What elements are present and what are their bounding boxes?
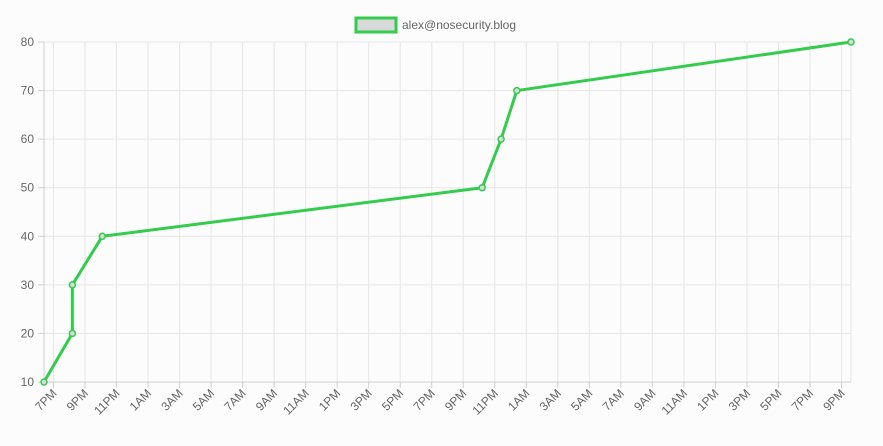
data-point[interactable] (847, 38, 855, 46)
y-tick-label: 70 (21, 84, 35, 98)
series-line (42, 40, 852, 383)
x-tick-label: 7AM (600, 386, 627, 413)
x-tick-label: 5PM (379, 386, 406, 413)
y-tick-label: 50 (21, 181, 35, 195)
x-tick-label: 11AM (280, 386, 311, 417)
x-tick-label: 5AM (190, 386, 217, 413)
data-point[interactable] (68, 329, 77, 338)
data-point[interactable] (40, 378, 48, 386)
y-tick-label: 80 (21, 35, 35, 49)
data-point[interactable] (513, 86, 521, 95)
chart-grid (43, 41, 852, 383)
x-tick-label: 9PM (820, 386, 847, 413)
x-tick-label: 11PM (91, 386, 122, 417)
x-tick-label: 5AM (568, 386, 595, 413)
x-axis-tick-labels: 7PM 9PM 11PM 1AM 3AM 5AM 7AM 9AM 11AM 1PM 3PM 5PM 7P… (32, 386, 847, 417)
x-tick-label: 1AM (127, 386, 154, 413)
data-point[interactable] (68, 281, 77, 289)
x-tick-label: 3PM (726, 386, 753, 413)
x-tick-label: 7PM (411, 386, 438, 413)
y-axis-tick-labels: 10 20 30 40 50 60 70 80 (21, 35, 35, 389)
y-tick-label: 30 (21, 278, 35, 292)
data-point[interactable] (98, 232, 107, 241)
x-tick-label: 3PM (347, 386, 374, 413)
x-tick-label: 5PM (757, 386, 784, 413)
x-tick-label: 11AM (659, 386, 690, 417)
x-tick-label: 1PM (316, 386, 343, 413)
legend[interactable]: alex@nosecurity.blog (354, 16, 516, 34)
data-point[interactable] (497, 135, 505, 143)
x-tick-label: 9PM (442, 386, 469, 413)
x-tick-label: 9AM (631, 386, 658, 413)
x-tick-label: 3AM (537, 386, 564, 413)
x-tick-label: 7AM (221, 386, 248, 413)
series-layer (40, 38, 855, 386)
x-tick-label: 1AM (505, 386, 532, 413)
legend-swatch[interactable] (354, 16, 398, 34)
x-tick-label: 1PM (694, 386, 721, 413)
x-tick-label: 7PM (32, 386, 59, 413)
x-tick-label: 7PM (789, 386, 816, 413)
x-tick-label: 9PM (64, 386, 91, 413)
x-tick-label: 3AM (158, 386, 185, 413)
x-tick-label: 11PM (469, 386, 500, 417)
chart-axes (38, 41, 851, 388)
x-tick-label: 9AM (253, 386, 280, 413)
y-tick-label: 10 (21, 375, 35, 389)
y-tick-label: 60 (21, 132, 35, 146)
y-tick-label: 40 (21, 229, 35, 243)
data-point[interactable] (478, 183, 486, 192)
y-tick-label: 20 (21, 326, 35, 340)
legend-label[interactable]: alex@nosecurity.blog (402, 18, 516, 32)
